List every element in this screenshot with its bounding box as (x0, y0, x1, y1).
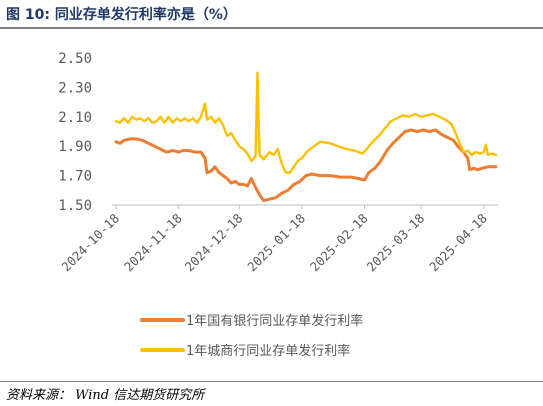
x-tick-label: 2024-12-18 (182, 211, 246, 275)
x-tick-label: 2025-04-18 (426, 211, 490, 275)
y-axis: 2.50 2.30 2.10 1.90 1.70 1.50 (58, 51, 92, 214)
y-tick-label: 1.50 (58, 198, 92, 214)
legend: 1年国有银行同业存单发行利率 1年城商行同业存单发行利率 (140, 313, 363, 359)
y-tick-label: 2.30 (58, 80, 92, 96)
x-tick-label: 2025-03-18 (363, 211, 427, 275)
x-axis: 2024-10-182024-11-182024-12-182025-01-18… (58, 204, 498, 275)
x-tick-label: 2025-01-18 (244, 211, 308, 275)
y-tick-label: 2.10 (58, 110, 92, 126)
rate-line-chart: 2.502.302.101.901.701.50 2024-10-182024-… (58, 51, 498, 359)
source-rule (0, 381, 543, 382)
series-lines (114, 71, 498, 203)
source-note: 资料来源： Wind 信达期货研究所 (6, 388, 205, 403)
y-tick-label: 2.50 (58, 51, 92, 67)
y-tick-label: 1.70 (58, 169, 92, 185)
legend-label-1: 1年国有银行同业存单发行利率 (186, 313, 363, 329)
legend-label-2: 1年城商行同业存单发行利率 (186, 343, 350, 359)
figure-title: 图 10: 同业存单发行利率亦是（%） (6, 7, 237, 23)
y-tick-label: 1.90 (58, 139, 92, 155)
x-tick-label: 2024-11-18 (121, 211, 185, 275)
x-tick-label: 2024-10-18 (58, 211, 122, 275)
series-line-1 (114, 128, 498, 203)
x-tick-label: 2025-02-18 (307, 211, 371, 275)
title-rule (0, 27, 543, 29)
series-line-2 (114, 71, 498, 174)
